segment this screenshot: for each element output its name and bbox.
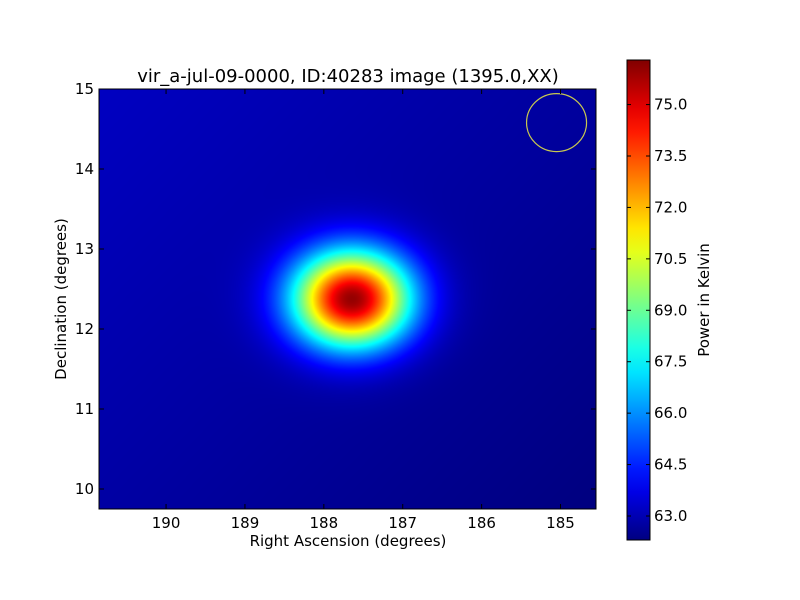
x-axis: 190 189 188 187 186 185 bbox=[152, 89, 575, 532]
colorbar-tick-label: 70.5 bbox=[654, 250, 687, 268]
colorbar-tick-label: 72.0 bbox=[654, 198, 687, 216]
colorbar-tick-label: 73.5 bbox=[654, 147, 687, 165]
beam-marker bbox=[525, 92, 588, 153]
y-tick-label: 11 bbox=[75, 400, 94, 418]
x-tick-label: 185 bbox=[546, 514, 575, 532]
x-tick-label: 186 bbox=[467, 514, 496, 532]
colorbar-tick-label: 67.5 bbox=[654, 353, 687, 371]
y-axis: 10 11 12 13 14 15 bbox=[75, 80, 596, 498]
colorbar-ticks: 63.0 64.5 66.0 67.5 69.0 70.5 72.0 73.5 75.0 bbox=[627, 96, 687, 525]
colorbar-gradient bbox=[627, 60, 650, 540]
plot-area bbox=[98, 88, 597, 510]
colorbar-tick-label: 69.0 bbox=[654, 301, 687, 319]
colorbar: 63.0 64.5 66.0 67.5 69.0 70.5 72.0 73.5 75.0 Pow… bbox=[626, 59, 713, 541]
colorbar-frame bbox=[626, 59, 651, 541]
colorbar-tick-label: 75.0 bbox=[654, 96, 687, 114]
y-tick-label: 13 bbox=[75, 240, 94, 258]
y-tick-label: 12 bbox=[75, 320, 94, 338]
x-axis-label: Right Ascension (degrees) bbox=[250, 532, 447, 550]
y-tick-label: 14 bbox=[75, 160, 94, 178]
x-tick-label: 187 bbox=[388, 514, 417, 532]
colorbar-label: Power in Kelvin bbox=[695, 243, 713, 357]
colorbar-tick-label: 63.0 bbox=[654, 507, 687, 525]
x-tick-label: 188 bbox=[310, 514, 339, 532]
y-tick-label: 10 bbox=[75, 480, 94, 498]
y-axis-label: Declination (degrees) bbox=[52, 218, 70, 380]
x-tick-label: 189 bbox=[231, 514, 260, 532]
colorbar-tick-label: 64.5 bbox=[654, 456, 687, 474]
plot-frame bbox=[98, 88, 597, 510]
y-tick-label: 15 bbox=[75, 80, 94, 98]
chart-title: vir_a-jul-09-0000, ID:40283 image (1395.… bbox=[137, 66, 559, 87]
colorbar-tick-label: 66.0 bbox=[654, 404, 687, 422]
heatmap-image bbox=[99, 89, 596, 509]
x-tick-label: 190 bbox=[152, 514, 181, 532]
